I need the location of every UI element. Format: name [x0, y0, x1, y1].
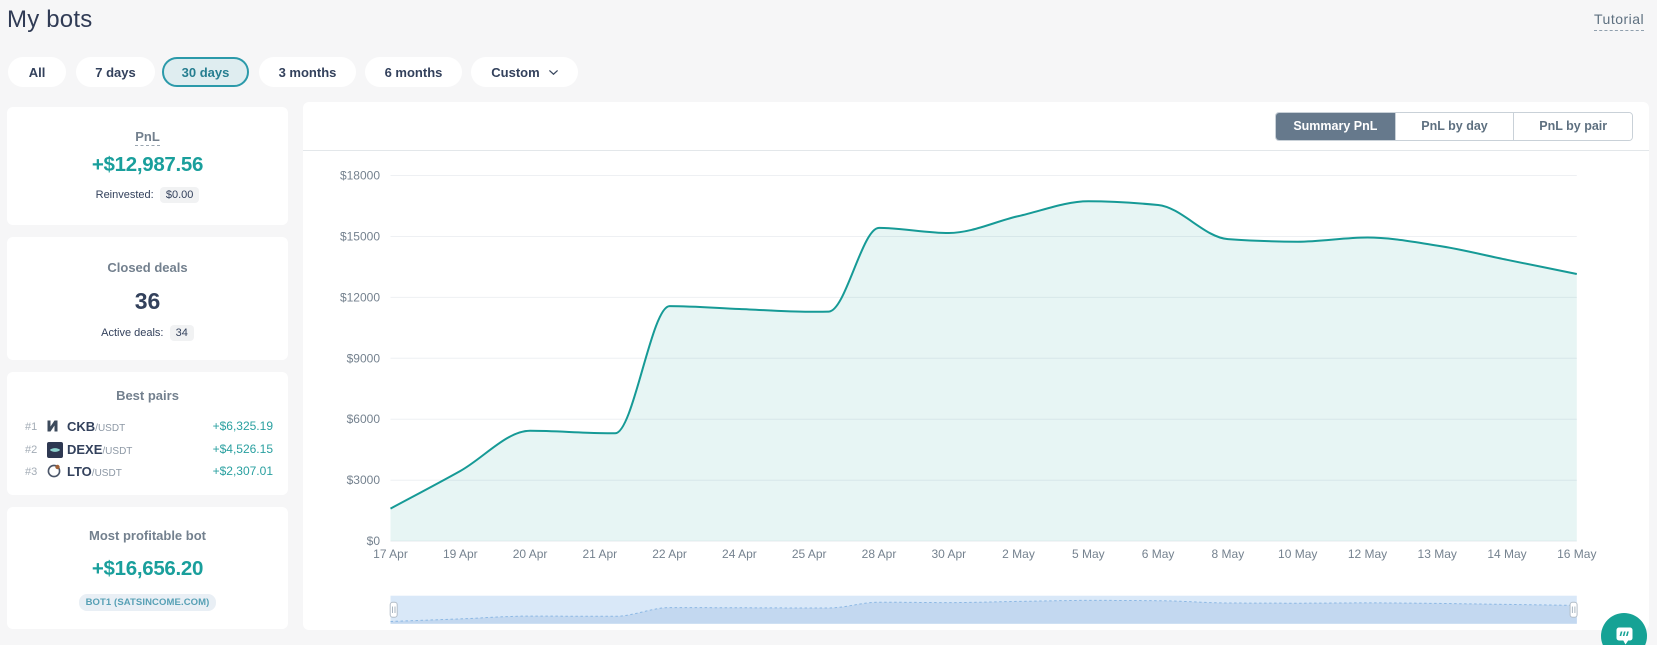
svg-text:$9000: $9000 — [347, 351, 381, 365]
svg-text:$0: $0 — [367, 534, 381, 548]
svg-text:$3000: $3000 — [347, 473, 381, 487]
svg-text:$18000: $18000 — [340, 169, 380, 183]
svg-text:2 May: 2 May — [1002, 547, 1035, 561]
svg-text:12 May: 12 May — [1348, 547, 1387, 561]
svg-text:10 May: 10 May — [1278, 547, 1317, 561]
svg-text:5 May: 5 May — [1072, 547, 1105, 561]
svg-text:28 Apr: 28 Apr — [862, 547, 897, 561]
svg-text:24 Apr: 24 Apr — [722, 547, 757, 561]
svg-text:8 May: 8 May — [1212, 547, 1245, 561]
svg-text:17 Apr: 17 Apr — [373, 547, 408, 561]
svg-text:20 Apr: 20 Apr — [513, 547, 548, 561]
svg-text:16 May: 16 May — [1557, 547, 1596, 561]
svg-text:13 May: 13 May — [1418, 547, 1457, 561]
svg-text:$15000: $15000 — [340, 230, 380, 244]
svg-text:21 Apr: 21 Apr — [582, 547, 617, 561]
svg-text:25 Apr: 25 Apr — [792, 547, 827, 561]
svg-text:14 May: 14 May — [1487, 547, 1526, 561]
svg-text:$6000: $6000 — [347, 412, 381, 426]
svg-text:6 May: 6 May — [1142, 547, 1175, 561]
svg-text:$12000: $12000 — [340, 290, 380, 304]
svg-text:22 Apr: 22 Apr — [652, 547, 687, 561]
svg-text:30 Apr: 30 Apr — [931, 547, 966, 561]
svg-text:19 Apr: 19 Apr — [443, 547, 478, 561]
